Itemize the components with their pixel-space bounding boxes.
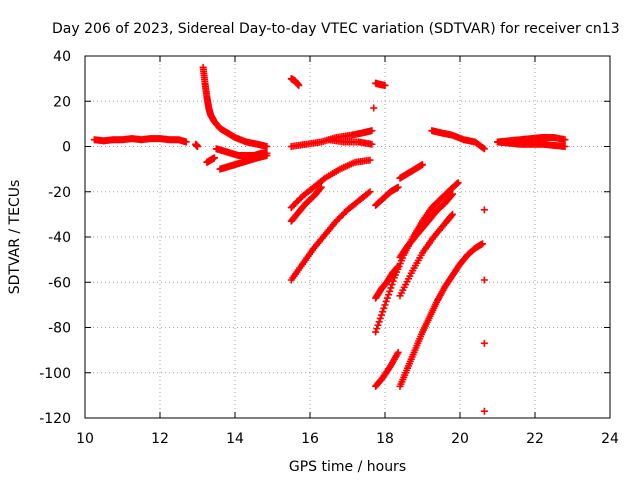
x-tick-label: 14 [226,431,244,447]
data-point [366,188,374,196]
data-point [374,321,382,329]
data-point [394,183,402,191]
data-point [385,291,393,299]
data-point [480,276,488,284]
data-point [453,180,461,188]
data-point [379,308,387,316]
y-tick-label: -40 [48,230,71,246]
data-point [377,311,385,319]
data-point [373,325,381,333]
data-point [263,143,271,150]
y-tick-label: -120 [39,411,71,427]
data-point [368,127,376,135]
grid [85,56,610,418]
y-axis-label: SDTVAR / TECUs [7,180,23,295]
data-point [561,136,569,144]
y-tick-label: -20 [48,185,71,201]
data-point [448,191,456,199]
data-point [386,287,394,295]
x-tick-label: 10 [76,431,94,447]
data-point [382,297,390,305]
data-marks [90,63,569,415]
y-tick-label: 20 [53,94,71,110]
x-axis-label: GPS time / hours [289,459,406,475]
data-point [448,212,456,220]
data-point [394,348,402,356]
plot-frame [84,55,611,419]
data-point [376,314,384,322]
data-point [182,138,190,146]
data-point [366,156,374,164]
data-point [454,179,462,187]
data-point [388,281,396,289]
data-point [480,206,488,214]
data-point [194,143,201,150]
data-point [295,81,303,89]
x-tick-label: 22 [526,431,544,447]
y-tick-label: -60 [48,275,71,291]
data-point [419,161,426,169]
data-point [210,154,218,162]
data-point [449,190,456,198]
data-point [480,339,488,347]
x-tick-label: 16 [301,431,319,447]
data-point [561,143,569,150]
data-point [375,318,383,326]
data-point [381,301,389,309]
y-tick-label: -100 [39,366,71,382]
data-point [317,183,325,191]
data-point [449,210,456,218]
data-point [381,81,389,89]
data-point [372,328,380,336]
data-point [380,304,388,312]
data-point [263,152,271,160]
data-point [479,144,487,152]
data-point [365,189,373,197]
data-point [480,145,488,153]
data-point [480,407,488,415]
axis-ticks: 10 12 14 16 18 20 22 24 40 20 0 -20 -40 -60 -80 -100 -12… [39,49,619,447]
data-point [368,140,376,148]
data-point [387,284,395,292]
x-tick-label: 18 [376,431,394,447]
chart-title: Day 206 of 2023, Sidereal Day-to-day VTE… [52,21,620,37]
data-point [316,184,324,192]
x-tick-label: 20 [451,431,469,447]
x-tick-label: 24 [601,431,619,447]
y-tick-label: 40 [53,49,71,65]
y-tick-label: 0 [62,140,71,156]
data-point [370,104,378,112]
data-point [389,277,397,285]
data-point [479,240,486,248]
y-tick-label: -80 [48,321,71,337]
x-tick-label: 12 [151,431,169,447]
data-point [383,294,391,302]
